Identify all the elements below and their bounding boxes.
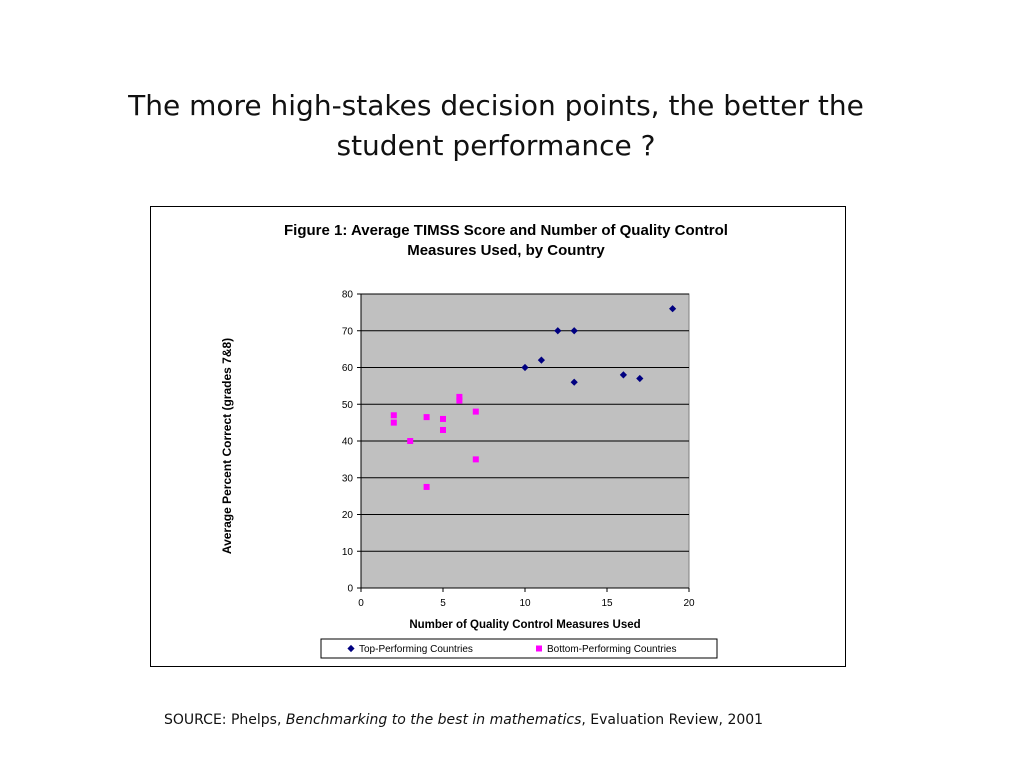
y-axis-label: Average Percent Correct (grades 7&8) (220, 338, 234, 554)
slide-title: The more high-stakes decision points, th… (96, 86, 896, 166)
y-tick-label-70: 70 (342, 326, 354, 337)
x-tick-label-5: 5 (440, 598, 446, 609)
point-series2-8 (456, 393, 463, 400)
source-publication: Benchmarking to the best in mathematics (285, 712, 582, 728)
point-series2-7 (440, 426, 446, 433)
point-series1-4 (570, 327, 578, 335)
legend-label-2: Bottom-Performing Countries (547, 644, 677, 655)
scatter-chart: 0 10 20 30 40 50 60 70 80 0 5 10 15 20 Number of Quali… (220, 290, 718, 659)
y-tick-label-30: 30 (342, 473, 354, 484)
source-citation: SOURCE: Phelps, Benchmarking to the best… (164, 712, 763, 728)
point-series2-1 (390, 412, 397, 419)
point-series2-3 (407, 438, 414, 444)
point-series2-2 (390, 419, 397, 426)
legend-marker-1 (347, 644, 355, 653)
y-tick-label-80: 80 (342, 290, 354, 301)
source-suffix: , Evaluation Review, 2001 (581, 712, 764, 728)
legend-label-1: Top-Performing Countries (359, 644, 473, 655)
y-tick-label-50: 50 (342, 400, 354, 411)
point-series2-11 (472, 456, 479, 463)
y-tick-label-40: 40 (342, 437, 354, 448)
point-series2-6 (440, 415, 446, 422)
chart-title-line-1: Figure 1: Average TIMSS Score and Number… (284, 222, 728, 239)
point-series1-3 (554, 327, 562, 335)
chart-frame: Figure 1: Average TIMSS Score and Number… (150, 206, 846, 667)
legend-box (320, 638, 718, 659)
point-series2-4 (423, 414, 430, 421)
slide-title-line-2: student performance ? (336, 129, 656, 162)
point-series1-1 (521, 363, 529, 372)
y-tick-label-60: 60 (342, 363, 354, 374)
x-tick-label-0: 0 (358, 598, 364, 609)
point-series1-6 (619, 371, 627, 379)
point-series2-10 (472, 408, 479, 415)
slide-title-line-1: The more high-stakes decision points, th… (128, 89, 864, 122)
legend-marker-2 (536, 645, 542, 652)
point-series2-5 (423, 483, 430, 490)
y-tick-label-10: 10 (342, 547, 354, 558)
y-tick-label-0: 0 (347, 584, 353, 595)
chart-title-line-2: Measures Used, by Country (407, 242, 605, 259)
x-tick-label-15: 15 (601, 598, 613, 609)
x-axis-label: Number of Quality Control Measures Used (409, 619, 640, 631)
x-tick-label-20: 20 (683, 598, 695, 609)
y-tick-label-20: 20 (342, 510, 354, 521)
x-tick-label-10: 10 (519, 598, 531, 609)
chart-title: Figure 1: Average TIMSS Score and Number… (241, 221, 771, 261)
point-series1-2 (537, 356, 545, 364)
source-prefix: SOURCE: Phelps, (164, 712, 286, 728)
point-series2-9 (456, 397, 463, 404)
point-series1-5 (570, 378, 578, 386)
